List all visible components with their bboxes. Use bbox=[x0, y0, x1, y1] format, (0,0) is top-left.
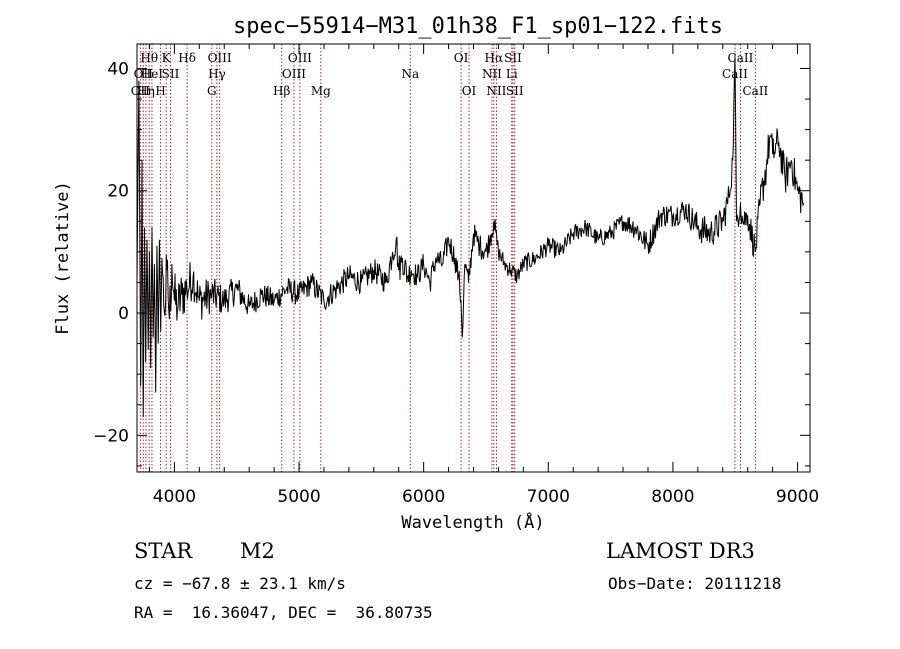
y-tick-label: −20 bbox=[93, 426, 129, 446]
spectral-line-label: CaII bbox=[742, 84, 768, 98]
spectral-line-label: OI bbox=[454, 51, 469, 65]
spectral-line-label: SII bbox=[506, 84, 524, 98]
spectral-line-markers bbox=[139, 44, 756, 472]
sky-coordinates: RA = 16.36047, DEC = 36.80735 bbox=[134, 603, 433, 622]
spectral-line-label: OII bbox=[131, 84, 151, 98]
observation-date: Obs−Date: 20111218 bbox=[608, 574, 782, 593]
spectral-line-label: Hη bbox=[137, 84, 155, 98]
object-class: STAR bbox=[134, 539, 193, 563]
spectral-line-label: SII bbox=[162, 67, 180, 81]
x-tick-label: 4000 bbox=[153, 487, 196, 507]
chart-title: spec−55914−M31_01h38_F1_sp01−122.fits bbox=[233, 14, 723, 39]
y-axis-label: Flux (relative) bbox=[53, 181, 73, 335]
spectral-line-label: Hα bbox=[485, 51, 504, 65]
spectral-line-label: NII bbox=[482, 67, 502, 81]
spectral-line-label: NII bbox=[486, 84, 506, 98]
spectral-line-label: K bbox=[162, 51, 172, 65]
x-axis-ticks: 4000 5000 6000 7000 8000 9000 bbox=[148, 44, 819, 507]
redshift-velocity: cz = −67.8 ± 23.1 km/s bbox=[134, 574, 346, 593]
spectral-line-label: CaII bbox=[728, 51, 754, 65]
spectral-line-label: Hδ bbox=[178, 51, 196, 65]
spectral-line-label: OIII bbox=[208, 51, 232, 65]
x-axis-label: Wavelength (Å) bbox=[401, 511, 544, 533]
spectral-line-label: Hβ bbox=[273, 84, 290, 98]
y-axis-ticks: −20 0 20 40 bbox=[93, 59, 810, 467]
plot-frame bbox=[136, 43, 811, 473]
spectral-line-label: OI bbox=[462, 84, 477, 98]
spectral-line-label: Hθ bbox=[140, 51, 158, 65]
survey-name: LAMOST DR3 bbox=[606, 539, 755, 563]
spectral-line-label: HeI bbox=[141, 67, 164, 81]
spectral-line-label: OIII bbox=[288, 51, 312, 65]
x-tick-label: 6000 bbox=[402, 487, 445, 507]
x-tick-label: 7000 bbox=[527, 487, 570, 507]
spectral-line-labels: OIIOIIHηHθHeIHKSIIHδGHγOIIIHβOIIIOIIIMgN… bbox=[131, 51, 769, 98]
x-tick-label: 9000 bbox=[776, 487, 819, 507]
y-tick-label: 40 bbox=[107, 59, 129, 79]
y-tick-label: 0 bbox=[118, 304, 129, 324]
spectral-line-label: G bbox=[207, 84, 217, 98]
object-subclass: M2 bbox=[240, 539, 275, 563]
spectral-line-label: Li bbox=[506, 67, 518, 81]
spectral-line-label: H bbox=[155, 84, 165, 98]
spectral-line-label: Hγ bbox=[208, 67, 226, 81]
x-tick-label: 5000 bbox=[277, 487, 320, 507]
spectral-line-label: Na bbox=[401, 67, 419, 81]
flux-series-line bbox=[136, 56, 805, 418]
y-tick-label: 20 bbox=[107, 182, 129, 202]
spectral-line-label: Mg bbox=[311, 84, 331, 98]
spectral-line-label: SII bbox=[504, 51, 522, 65]
x-tick-label: 8000 bbox=[651, 487, 694, 507]
spectral-line-label: OII bbox=[134, 67, 154, 81]
spectral-line-label: OIII bbox=[282, 67, 306, 81]
